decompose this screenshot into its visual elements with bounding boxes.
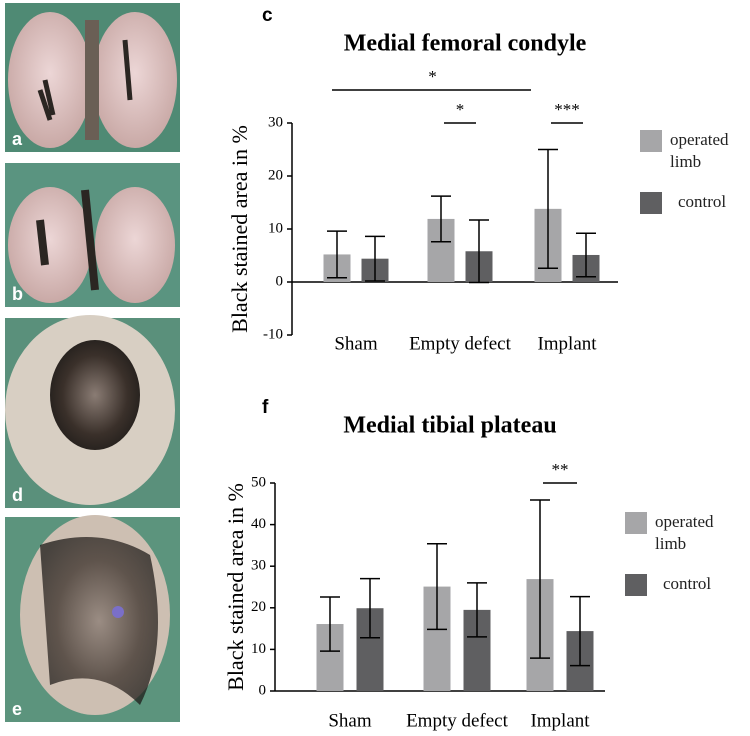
y-tick-label: 30 [268, 114, 283, 130]
photo-e [5, 515, 180, 722]
error-bar [360, 577, 380, 639]
significance-label: * [456, 100, 465, 119]
legend-label: control [678, 192, 727, 211]
error-bar [327, 230, 347, 279]
y-tick-label: 50 [251, 474, 266, 490]
panel-label: e [12, 699, 22, 719]
error-bar [530, 499, 550, 659]
x-tick-label: Empty defect [406, 710, 509, 731]
legend-swatch [640, 192, 662, 214]
error-bar [320, 596, 340, 652]
y-tick-label: 40 [251, 516, 266, 532]
y-tick-label: 10 [251, 641, 266, 657]
y-tick-label: 10 [268, 220, 283, 236]
chart-title: Medial tibial plateau [343, 413, 556, 439]
panel-label: f [262, 397, 269, 418]
y-tick-label: 20 [251, 599, 266, 615]
error-bar [570, 595, 590, 667]
y-tick-label: -10 [263, 326, 283, 342]
error-bar [469, 219, 489, 284]
y-tick-label: 0 [259, 682, 267, 698]
y-axis-label: Black stained area in % [227, 125, 252, 333]
error-bar [576, 232, 596, 278]
y-tick-label: 30 [251, 558, 266, 574]
chart-title: Medial femoral condyle [344, 31, 587, 57]
error-bar [467, 582, 487, 638]
significance-label: *** [554, 100, 580, 119]
error-bar [538, 148, 558, 269]
photo-d [5, 315, 180, 508]
panel-label: a [12, 129, 23, 149]
x-tick-label: Sham [328, 710, 372, 731]
legend-label: operated limb [655, 512, 714, 553]
error-bar [365, 235, 385, 282]
panel-label: d [12, 485, 23, 505]
y-tick-label: 20 [268, 167, 283, 183]
x-tick-label: Implant [537, 333, 597, 354]
legend-swatch [640, 130, 662, 152]
panel-label: c [262, 5, 273, 26]
significance-label: ** [552, 460, 569, 479]
y-axis-label: Black stained area in % [223, 483, 248, 691]
x-tick-label: Implant [530, 710, 590, 731]
photo-b [5, 163, 180, 307]
significance-label: * [428, 67, 437, 86]
legend-label: control [663, 574, 712, 593]
photo-a [5, 3, 180, 152]
y-tick-label: 0 [276, 273, 284, 289]
x-tick-label: Sham [334, 333, 378, 354]
legend-swatch [625, 574, 647, 596]
error-bar [431, 195, 451, 243]
error-bar [427, 542, 447, 631]
x-tick-label: Empty defect [409, 333, 512, 354]
panel-label: b [12, 284, 23, 304]
legend-swatch [625, 512, 647, 534]
legend-label: operated limb [670, 130, 729, 171]
